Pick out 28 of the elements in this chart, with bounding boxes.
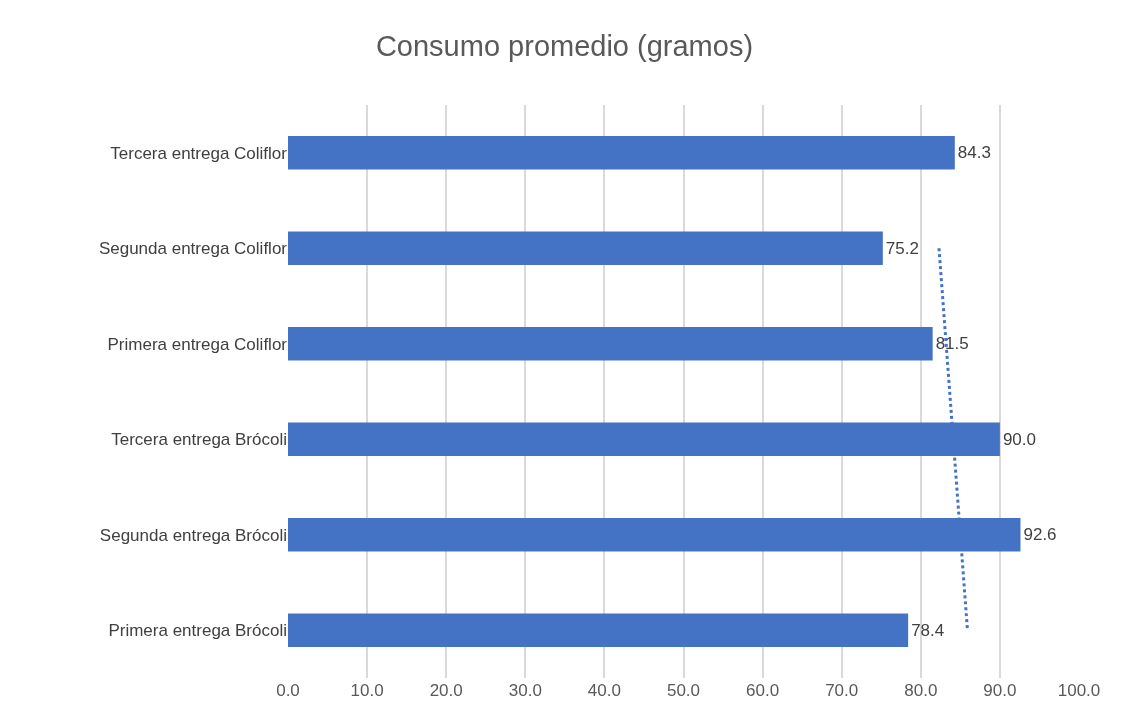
chart-title: Consumo promedio (gramos) (375, 30, 754, 63)
x-tick-label: 60.0 (746, 681, 780, 700)
y-tick-label: Tercera entrega Brócoli (111, 430, 287, 450)
data-label: 92.6 (1023, 525, 1057, 545)
data-label: 75.2 (885, 238, 919, 258)
y-tick-label: Primera entrega Coliflor (107, 334, 288, 354)
data-label: 81.5 (935, 334, 969, 354)
x-tick-label: 40.0 (587, 681, 621, 700)
data-label: 90.0 (1002, 429, 1036, 449)
data-label: 78.4 (911, 620, 945, 640)
x-tick-label: 80.0 (904, 681, 938, 700)
bar (288, 231, 883, 265)
x-tick-label: 50.0 (666, 681, 701, 700)
y-tick-label: Segunda entrega Brócoli (99, 525, 287, 545)
y-tick-label: Segunda entrega Coliflor (98, 239, 288, 259)
x-tick-label: 20.0 (429, 681, 463, 700)
x-tick-label: 90.0 (983, 681, 1017, 700)
y-tick-label: Primera entrega Brócoli (108, 621, 287, 641)
bar (288, 136, 955, 170)
y-tick-label: Tercera entrega Coliflor (110, 143, 288, 163)
x-tick-label: 100.0 (1057, 681, 1101, 700)
x-tick-label: 30.0 (508, 681, 542, 700)
x-tick-label: 0.0 (276, 681, 300, 700)
data-label: 84.3 (957, 143, 991, 163)
bar (288, 613, 909, 647)
x-tick-label: 70.0 (825, 681, 859, 700)
bar (288, 327, 933, 361)
x-tick-label: 10.0 (350, 681, 384, 700)
